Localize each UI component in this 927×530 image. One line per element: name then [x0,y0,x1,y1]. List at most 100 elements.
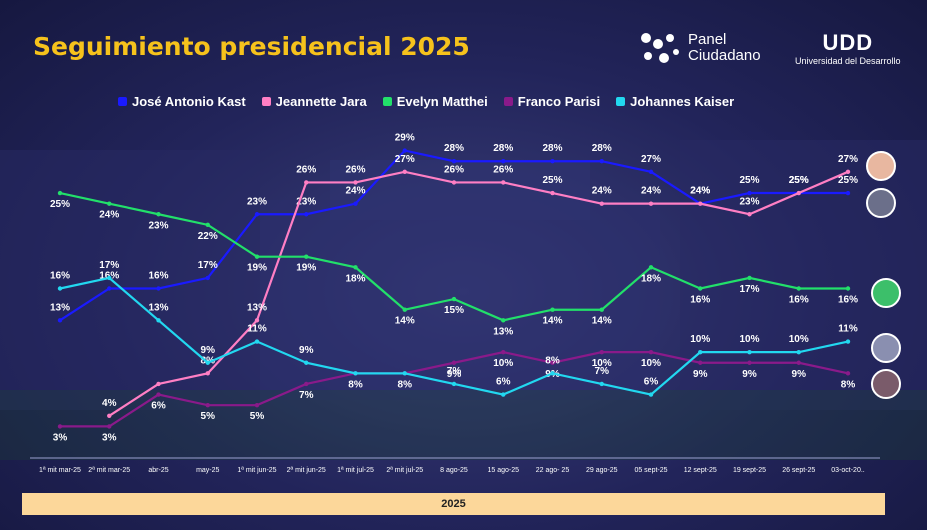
data-label: 3% [102,432,117,443]
data-point [501,180,506,185]
panel-ciudadano-icon [641,33,679,63]
data-point [747,349,752,355]
data-point [648,265,654,270]
data-point [107,275,112,281]
data-point [254,254,260,259]
data-label: 8% [398,379,413,390]
legend-swatch-parisi [503,97,513,106]
data-label: 6% [151,401,166,412]
data-label: 7% [595,366,610,377]
data-point [845,371,851,376]
data-point [648,392,654,397]
data-point [845,169,851,175]
data-point [254,212,260,217]
data-label: 27% [838,154,858,165]
data-label: 15% [444,305,464,316]
data-label: 28% [542,143,562,154]
data-label: 26% [296,164,316,175]
data-point [107,424,112,429]
data-point [57,424,63,429]
data-point [205,275,210,281]
x-tick-label: 22 ago- 25 [536,467,570,474]
data-label: 24% [592,186,612,197]
chart-legend: José Antonio Kast Jeannette Jara Evelyn … [118,94,734,109]
data-label: 9% [447,369,462,380]
data-label: 25% [789,175,809,186]
data-label: 13% [493,326,513,337]
data-point [156,381,161,387]
data-point [451,381,457,387]
x-tick-label: 2ª mit jul-25 [386,467,423,474]
data-point [402,169,407,175]
data-label: 23% [296,196,316,207]
x-tick-label: 8 ago-25 [440,467,468,474]
data-point [599,349,604,355]
data-point [57,318,63,323]
data-label: 27% [641,154,661,165]
data-point [648,201,654,206]
data-point [796,349,801,355]
data-label: 4% [102,398,117,409]
data-label: 10% [592,358,612,369]
avatar-kast [866,188,896,218]
data-label: 28% [493,143,513,154]
x-tick-label: 29 ago-25 [586,467,618,474]
data-label: 14% [592,316,612,327]
data-point [304,254,309,259]
avatar-kaiser [871,333,901,363]
data-label: 17% [739,284,759,295]
data-point [698,349,703,355]
data-label: 16% [148,271,168,282]
data-point [599,381,604,387]
data-point [57,286,63,291]
data-point [57,190,63,196]
data-label: 16% [838,295,858,306]
x-tick-label: 03-oct-20.. [831,467,865,474]
data-point [550,190,555,196]
x-tick-label: abr-25 [148,467,168,474]
legend-item-jara: Jeannette Jara [261,94,367,109]
data-point [254,318,260,323]
data-label: 24% [690,186,710,197]
data-point [698,286,703,291]
x-tick-label: 1ª mit jul-25 [337,467,374,474]
legend-item-matthei: Evelyn Matthei [382,94,488,109]
data-label: 19% [296,263,316,274]
background-building [0,140,927,460]
udd-logo-mark: UDD [822,30,874,55]
data-point [648,349,654,355]
x-tick-label: 1ª mit jun-25 [237,467,276,474]
data-label: 3% [53,432,68,443]
panel-ciudadano-logo: Panel Ciudadano [638,30,761,66]
avatar-jara [866,151,896,181]
data-label: 9% [742,369,757,380]
x-tick-label: 1ª mit mar-25 [39,467,81,474]
data-label: 9% [299,345,314,356]
data-point [451,360,457,365]
data-label: 16% [50,271,70,282]
data-point [599,159,604,164]
data-label: 23% [739,196,759,207]
legend-label-parisi: Franco Parisi [517,94,601,109]
data-point [254,339,260,344]
logo-panel-line2: Ciudadano [688,47,761,64]
data-point [205,222,210,228]
data-point [402,307,407,312]
series-line [108,170,849,417]
data-label: 16% [690,295,710,306]
x-tick-label: 05 sept-25 [634,467,667,474]
legend-item-parisi: Franco Parisi [503,94,601,109]
data-label: 24% [641,186,661,197]
data-point [353,180,358,185]
data-point [550,360,555,365]
data-label: 17% [99,260,119,271]
data-label: 10% [690,334,710,345]
data-label: 23% [148,220,168,231]
x-tick-label: may-25 [196,467,219,474]
data-point [451,180,457,185]
data-point [550,371,555,376]
data-label: 5% [201,411,216,422]
data-label: 9% [693,369,708,380]
data-label: 26% [493,164,513,175]
